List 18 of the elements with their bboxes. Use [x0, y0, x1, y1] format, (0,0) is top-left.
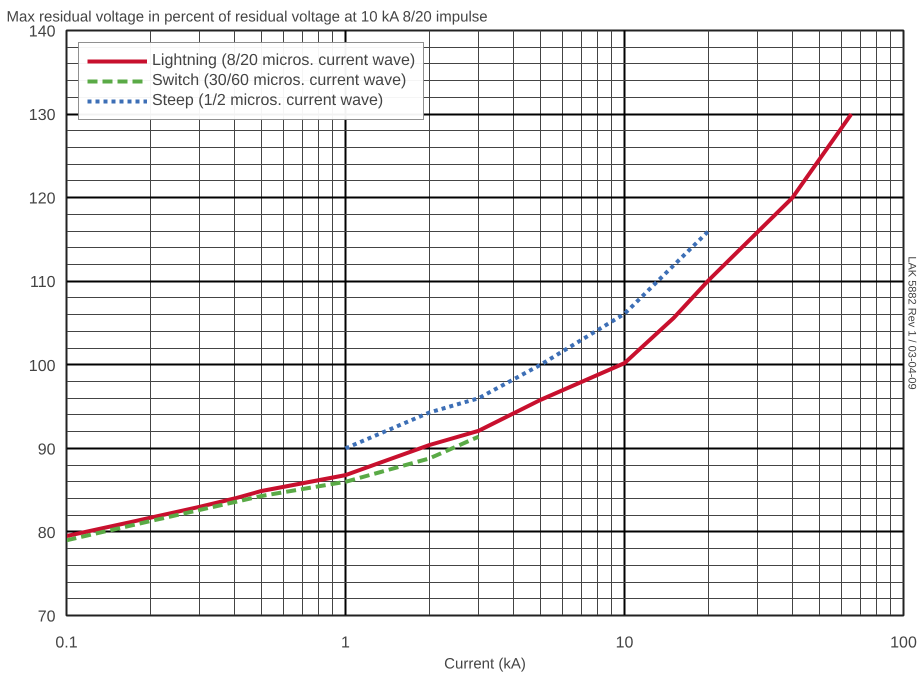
text: LAK 5882 Rev 1 / 03-04-09: [906, 256, 918, 390]
x-tick-label: 10: [616, 634, 634, 652]
x-tick-label: 0.1: [55, 634, 78, 652]
legend-label: Lightning (8/20 micros. current wave): [152, 52, 416, 70]
chart-title: Max residual voltage in percent of residual voltage at 10 kA 8/20 impulse: [6, 8, 488, 26]
y-tick-label: 90: [38, 441, 56, 458]
y-tick-label: 130: [28, 107, 56, 124]
y-tick-label: 120: [28, 190, 56, 208]
x-tick-label: 100: [890, 634, 917, 652]
x-tick-label: 1: [341, 634, 350, 652]
legend-label: Switch (30/60 micros. current wave): [152, 72, 406, 90]
y-tick-label: 140: [28, 24, 56, 40]
x-axis-title: Current (kA): [444, 656, 526, 672]
legend-label: Steep (1/2 micros. current wave): [152, 92, 384, 110]
y-tick-label: 100: [28, 358, 56, 375]
y-tick-label: 70: [38, 608, 56, 626]
y-tick-label: 80: [38, 524, 56, 542]
y-tick-label: 110: [30, 274, 56, 292]
